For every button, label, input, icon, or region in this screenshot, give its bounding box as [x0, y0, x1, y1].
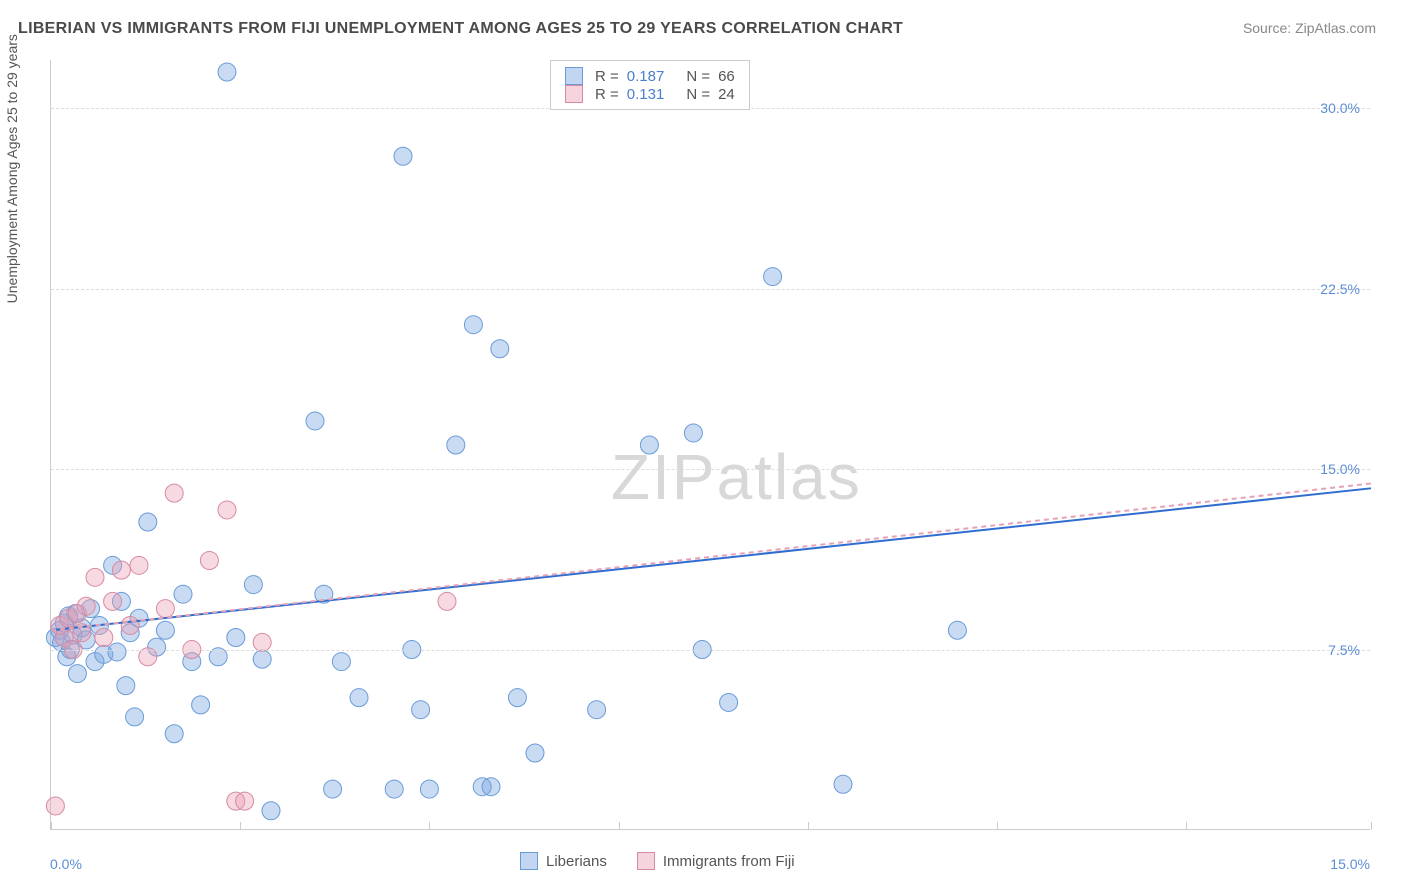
- x-tick: [429, 822, 430, 830]
- y-tick-label: 15.0%: [1320, 461, 1360, 477]
- data-point: [156, 600, 174, 618]
- gridline: [51, 650, 1370, 651]
- y-tick-label: 22.5%: [1320, 281, 1360, 297]
- gridline: [51, 289, 1370, 290]
- swatch-pink: [637, 852, 655, 870]
- legend-item-fiji: Immigrants from Fiji: [637, 852, 795, 870]
- data-point: [385, 780, 403, 798]
- data-point: [244, 576, 262, 594]
- n-label: N =: [686, 86, 710, 103]
- correlation-legend: R = 0.187 N = 66 R = 0.131 N = 24: [550, 60, 750, 110]
- data-point: [834, 775, 852, 793]
- data-point: [68, 665, 86, 683]
- data-point: [139, 513, 157, 531]
- x-tick: [51, 822, 52, 830]
- data-point: [332, 653, 350, 671]
- data-point: [324, 780, 342, 798]
- data-point: [112, 561, 130, 579]
- data-point: [447, 436, 465, 454]
- data-point: [77, 597, 95, 615]
- data-point: [165, 484, 183, 502]
- swatch-pink: [565, 85, 583, 103]
- legend-row-liberians: R = 0.187 N = 66: [565, 67, 735, 85]
- data-point: [104, 592, 122, 610]
- data-point: [262, 802, 280, 820]
- data-point: [218, 501, 236, 519]
- data-point: [121, 616, 139, 634]
- data-point: [684, 424, 702, 442]
- r-label: R =: [595, 68, 619, 85]
- data-point: [526, 744, 544, 762]
- x-tick: [1371, 822, 1372, 830]
- legend-label-fiji: Immigrants from Fiji: [663, 853, 795, 870]
- data-point: [130, 556, 148, 574]
- swatch-blue: [565, 67, 583, 85]
- n-label: N =: [686, 68, 710, 85]
- data-point: [46, 797, 64, 815]
- data-point: [640, 436, 658, 454]
- gridline: [51, 469, 1370, 470]
- data-point: [200, 552, 218, 570]
- chart-plot-area: ZIPatlas 7.5%15.0%22.5%30.0%: [50, 60, 1370, 830]
- swatch-blue: [520, 852, 538, 870]
- data-point: [720, 693, 738, 711]
- data-point: [236, 792, 254, 810]
- data-point: [86, 568, 104, 586]
- x-tick: [240, 822, 241, 830]
- y-axis-label: Unemployment Among Ages 25 to 29 years: [4, 34, 20, 303]
- y-tick-label: 30.0%: [1320, 100, 1360, 116]
- r-value-fiji: 0.131: [627, 86, 665, 103]
- x-tick: [1186, 822, 1187, 830]
- data-point: [165, 725, 183, 743]
- x-tick: [808, 822, 809, 830]
- data-point: [117, 677, 135, 695]
- data-point: [350, 689, 368, 707]
- n-value-fiji: 24: [718, 86, 735, 103]
- legend-item-liberians: Liberians: [520, 852, 607, 870]
- data-point: [764, 268, 782, 286]
- data-point: [438, 592, 456, 610]
- x-axis-end-label: 15.0%: [1330, 856, 1370, 872]
- data-point: [253, 650, 271, 668]
- scatter-svg: [51, 60, 1370, 829]
- legend-row-fiji: R = 0.131 N = 24: [565, 85, 735, 103]
- r-label: R =: [595, 86, 619, 103]
- data-point: [412, 701, 430, 719]
- data-point: [464, 316, 482, 334]
- legend-label-liberians: Liberians: [546, 853, 607, 870]
- x-axis-start-label: 0.0%: [50, 856, 82, 872]
- data-point: [588, 701, 606, 719]
- data-point: [174, 585, 192, 603]
- data-point: [218, 63, 236, 81]
- data-point: [508, 689, 526, 707]
- trend-line: [51, 484, 1371, 631]
- data-point: [948, 621, 966, 639]
- data-point: [482, 778, 500, 796]
- data-point: [491, 340, 509, 358]
- chart-title: LIBERIAN VS IMMIGRANTS FROM FIJI UNEMPLO…: [18, 20, 903, 38]
- data-point: [108, 643, 126, 661]
- data-point: [306, 412, 324, 430]
- data-point: [126, 708, 144, 726]
- data-point: [420, 780, 438, 798]
- r-value-liberians: 0.187: [627, 68, 665, 85]
- data-point: [192, 696, 210, 714]
- x-tick: [619, 822, 620, 830]
- data-point: [227, 629, 245, 647]
- series-legend: Liberians Immigrants from Fiji: [520, 852, 815, 870]
- data-point: [156, 621, 174, 639]
- data-point: [95, 629, 113, 647]
- y-tick-label: 7.5%: [1328, 642, 1360, 658]
- n-value-liberians: 66: [718, 68, 735, 85]
- data-point: [394, 147, 412, 165]
- x-tick: [997, 822, 998, 830]
- source-attribution: Source: ZipAtlas.com: [1243, 20, 1376, 36]
